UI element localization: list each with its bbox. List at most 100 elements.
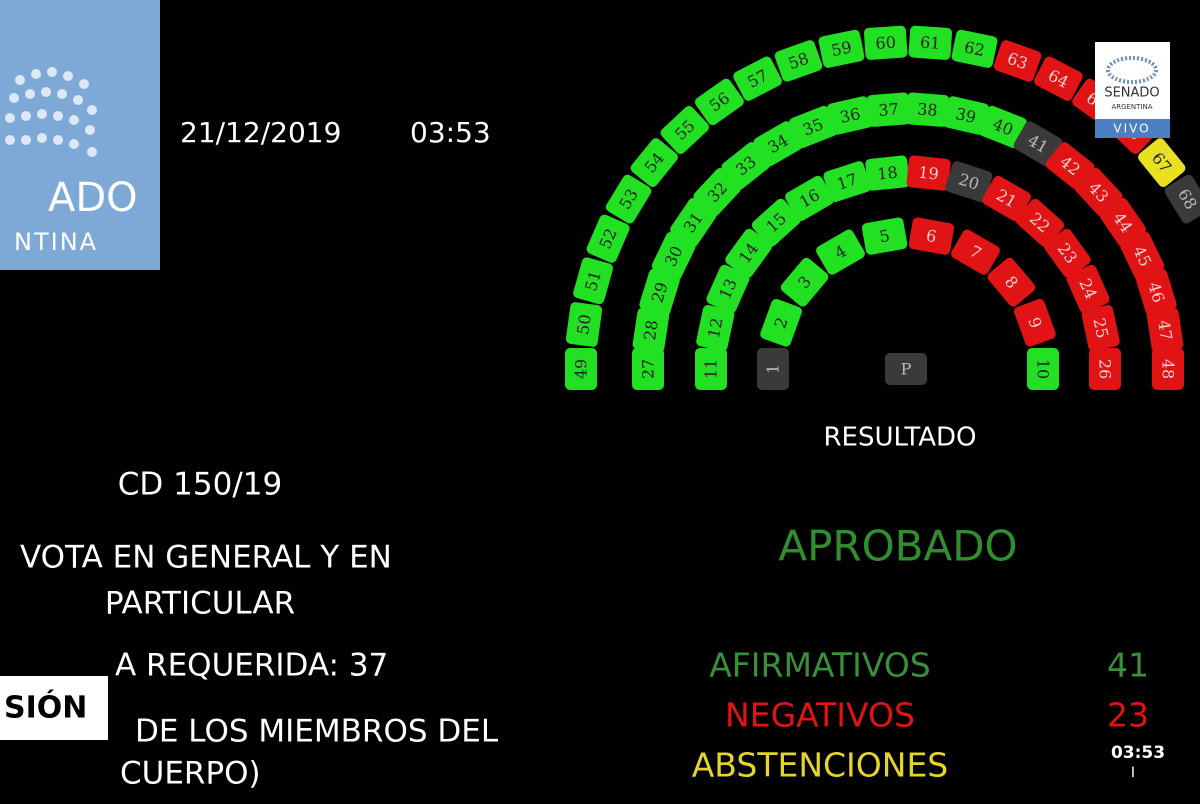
seat-label: 27 bbox=[639, 359, 658, 379]
seat-box bbox=[789, 105, 837, 149]
seat: 18 bbox=[865, 155, 910, 191]
tally-label: ABSTENCIONES bbox=[692, 746, 949, 785]
result-outcome: APROBADO bbox=[778, 522, 1017, 571]
seat-label: 47 bbox=[1154, 319, 1176, 342]
seat-label: 18 bbox=[876, 163, 898, 184]
seat-box bbox=[908, 217, 955, 255]
broadcast-clock: 03:53 bbox=[1111, 743, 1165, 763]
seat: 61 bbox=[908, 25, 953, 60]
seat-box bbox=[1066, 264, 1110, 313]
seat: 28 bbox=[632, 307, 670, 353]
seat: 33 bbox=[721, 142, 771, 190]
seat-box bbox=[1044, 228, 1091, 278]
broadcast-logo: SENADO ARGENTINA VIVO bbox=[1095, 42, 1170, 138]
seat: 21 bbox=[982, 175, 1031, 221]
seat-box bbox=[706, 264, 750, 313]
seat-box bbox=[885, 353, 927, 385]
seat-box bbox=[945, 161, 993, 203]
seat: 39 bbox=[942, 96, 989, 135]
seat-box bbox=[1034, 56, 1083, 101]
seat: 20 bbox=[945, 161, 993, 203]
seat-box bbox=[725, 228, 772, 278]
seat-box bbox=[816, 229, 865, 275]
seat-label: 51 bbox=[581, 268, 605, 293]
seat: 62 bbox=[951, 29, 998, 68]
seat-box bbox=[1027, 348, 1059, 390]
seat-label: 36 bbox=[838, 104, 862, 127]
seat: 60 bbox=[863, 25, 908, 60]
seat-label: 6 bbox=[925, 226, 938, 246]
seat: 47 bbox=[1146, 307, 1184, 353]
seat-label: 48 bbox=[1159, 359, 1178, 379]
seat: 29 bbox=[639, 268, 680, 316]
overlay-badge-box bbox=[0, 676, 108, 740]
seat-box bbox=[721, 142, 771, 190]
seat-box bbox=[942, 96, 989, 135]
seat: 34 bbox=[753, 121, 803, 167]
broadcast-badge: VIVO bbox=[1113, 122, 1150, 136]
seat-box bbox=[827, 96, 874, 135]
seat-box bbox=[1152, 348, 1184, 390]
logo-text: ADO bbox=[48, 175, 138, 221]
seat-box bbox=[1120, 232, 1165, 281]
seat-box bbox=[1138, 138, 1186, 187]
seat: 46 bbox=[1136, 268, 1177, 316]
date: 21/12/2019 bbox=[180, 116, 341, 149]
seat-box bbox=[605, 174, 652, 224]
seat-box bbox=[651, 232, 696, 281]
seat-box bbox=[696, 305, 735, 351]
seat-box bbox=[573, 257, 614, 305]
seat-box bbox=[861, 217, 908, 255]
time: 03:53 bbox=[410, 116, 491, 149]
seat: 50 bbox=[565, 302, 603, 347]
tally-value: 23 bbox=[1107, 696, 1149, 735]
seat: 41 bbox=[1013, 121, 1063, 167]
motion-line: PARTICULAR bbox=[105, 586, 295, 622]
seat-label: 60 bbox=[875, 33, 897, 53]
seat-box bbox=[865, 155, 910, 191]
seat-box bbox=[987, 257, 1036, 307]
seat: 40 bbox=[979, 105, 1027, 149]
seat: 49 bbox=[565, 348, 597, 390]
seat: 53 bbox=[605, 174, 652, 224]
seat: 37 bbox=[866, 92, 911, 127]
seat-box bbox=[908, 25, 953, 60]
seat-box bbox=[751, 198, 801, 247]
seat: 64 bbox=[1034, 56, 1083, 101]
seat-box bbox=[760, 299, 802, 347]
motion-code: CD 150/19 bbox=[118, 467, 282, 503]
seat-box bbox=[1074, 167, 1123, 217]
seat-box bbox=[866, 92, 911, 127]
seat: 4 bbox=[816, 229, 865, 275]
seat-label: 49 bbox=[572, 359, 591, 379]
seat-box bbox=[753, 121, 803, 167]
broadcast-logo-subtext: ARGENTINA bbox=[1111, 103, 1152, 111]
seat: P bbox=[885, 353, 927, 385]
seat: 52 bbox=[586, 214, 630, 263]
seat: 15 bbox=[751, 198, 801, 247]
seat: 67 bbox=[1138, 138, 1186, 187]
seat: 26 bbox=[1089, 348, 1121, 390]
seat: 68 bbox=[1164, 174, 1200, 224]
seat-label: 61 bbox=[919, 33, 941, 53]
seat-box bbox=[951, 229, 1000, 275]
seat-label: 25 bbox=[1089, 316, 1112, 340]
seat: 27 bbox=[632, 348, 664, 390]
seat-box bbox=[695, 348, 727, 390]
seat-box bbox=[670, 198, 717, 247]
seat-label: 62 bbox=[963, 37, 987, 60]
seat-box bbox=[639, 268, 680, 316]
tallies: AFIRMATIVOS 41 NEGATIVOS 23 ABSTENCIONES bbox=[692, 646, 1149, 785]
seat: 10 bbox=[1027, 348, 1059, 390]
logo-box bbox=[0, 0, 160, 270]
seat: 7 bbox=[951, 229, 1000, 275]
broadcast-indicator: I bbox=[1131, 765, 1135, 781]
seat-label: 59 bbox=[830, 37, 854, 60]
seat-label: 38 bbox=[917, 99, 939, 119]
seat: 38 bbox=[905, 92, 950, 127]
seat: 23 bbox=[1044, 228, 1091, 278]
seat-box bbox=[1099, 198, 1146, 247]
broadcast-logo-mark bbox=[1106, 56, 1158, 84]
